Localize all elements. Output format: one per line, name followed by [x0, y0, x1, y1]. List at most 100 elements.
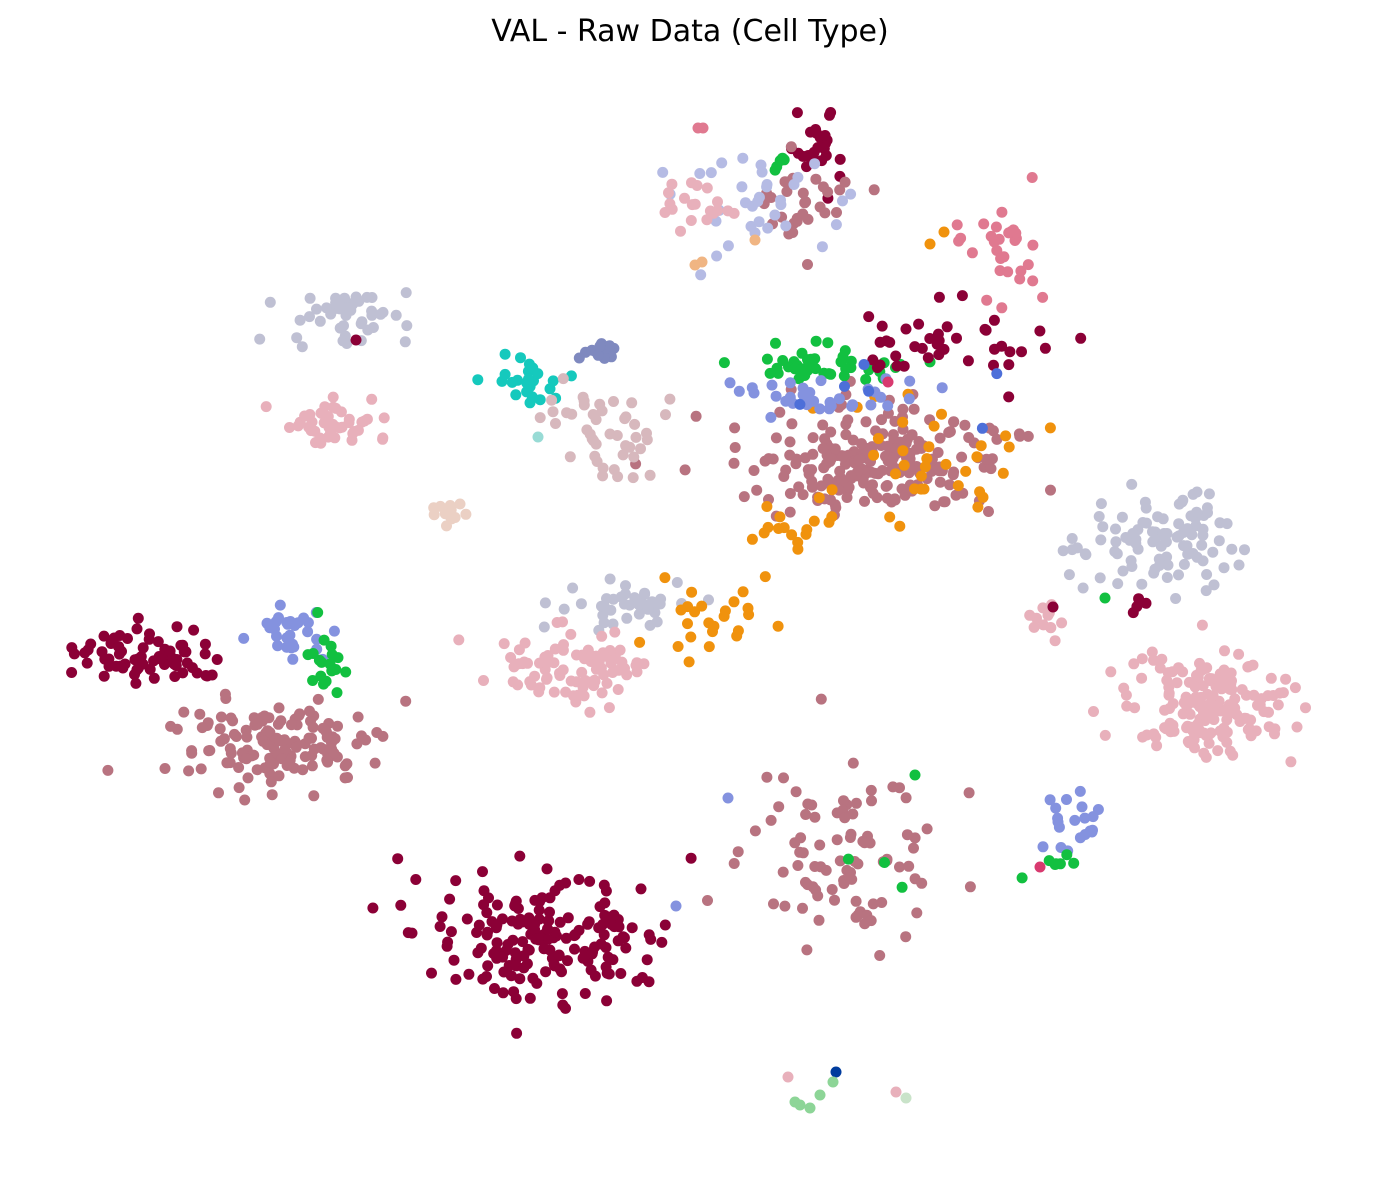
scatter-point — [786, 418, 798, 430]
scatter-point — [841, 492, 853, 503]
scatter-point — [1221, 726, 1233, 738]
scatter-point — [613, 921, 625, 933]
scatter-point — [869, 467, 881, 479]
scatter-point — [327, 391, 339, 403]
scatter-point — [367, 902, 379, 914]
scatter-point — [281, 632, 293, 644]
scatter-point — [825, 494, 836, 506]
scatter-point — [617, 449, 629, 461]
scatter-point — [900, 792, 912, 804]
scatter-point — [1126, 478, 1138, 490]
scatter-point — [506, 376, 518, 388]
scatter-point — [988, 236, 1000, 248]
scatter-point — [806, 799, 818, 811]
scatter-point — [410, 874, 422, 885]
scatter-point — [788, 179, 800, 190]
scatter-point — [1037, 619, 1049, 631]
scatter-point — [350, 291, 362, 303]
scatter-point — [933, 291, 945, 303]
scatter-point — [1208, 579, 1220, 591]
scatter-point — [334, 303, 346, 315]
scatter-point — [916, 342, 928, 354]
scatter-point — [233, 782, 245, 794]
scatter-point — [1016, 872, 1028, 884]
scatter-point — [991, 433, 1003, 445]
scatter-point — [1003, 391, 1015, 403]
scatter-point — [996, 206, 1008, 218]
scatter-point — [252, 718, 264, 730]
scatter-point — [340, 666, 352, 678]
scatter-point — [624, 441, 636, 453]
scatter-point — [347, 428, 359, 439]
scatter-point — [745, 220, 757, 232]
scatter-point — [636, 972, 648, 983]
scatter-point — [1061, 794, 1072, 805]
scatter-point — [273, 735, 285, 747]
scatter-point — [523, 373, 534, 385]
scatter-point — [1191, 506, 1203, 518]
scatter-point — [239, 794, 251, 806]
scatter-point — [339, 772, 351, 784]
scatter-point — [900, 1092, 912, 1104]
scatter-point — [1212, 745, 1224, 757]
scatter-point — [635, 443, 646, 455]
scatter-point — [79, 647, 91, 659]
scatter-point — [626, 397, 638, 409]
scatter-point — [324, 658, 336, 670]
scatter-point — [1200, 585, 1212, 597]
scatter-point — [801, 524, 813, 536]
scatter-point — [395, 899, 407, 911]
scatter-point — [482, 960, 494, 972]
scatter-point — [548, 686, 560, 698]
scatter-point — [797, 902, 808, 914]
scatter-point — [332, 652, 344, 664]
scatter-point — [304, 311, 315, 323]
scatter-point — [879, 857, 890, 868]
scatter-point — [1203, 488, 1215, 500]
scatter-point — [810, 335, 822, 347]
scatter-point — [308, 743, 320, 755]
scatter-point — [554, 916, 566, 928]
scatter-point — [753, 216, 765, 228]
scatter-point — [547, 375, 559, 387]
scatter-point — [825, 426, 837, 438]
scatter-point — [863, 385, 875, 397]
scatter-point — [1178, 558, 1190, 570]
scatter-point — [299, 751, 311, 763]
scatter-point — [810, 173, 822, 185]
scatter-point — [722, 240, 734, 252]
scatter-point — [332, 720, 343, 732]
scatter-point — [701, 182, 713, 194]
scatter-point — [531, 977, 543, 989]
scatter-point — [299, 410, 311, 422]
scatter-point — [934, 476, 946, 488]
scatter-point — [497, 987, 509, 999]
scatter-point — [813, 914, 825, 926]
scatter-point — [985, 463, 997, 475]
scatter-point — [733, 385, 745, 397]
scatter-point — [805, 396, 817, 407]
scatter-point — [265, 757, 277, 768]
scatter-point — [761, 353, 773, 365]
scatter-point — [901, 829, 913, 841]
scatter-point — [784, 449, 796, 461]
scatter-point — [450, 875, 462, 887]
scatter-point — [454, 498, 466, 510]
scatter-point — [481, 929, 493, 941]
scatter-point — [629, 418, 641, 430]
scatter-point — [853, 454, 865, 466]
scatter-point — [799, 452, 811, 464]
scatter-point — [1044, 794, 1056, 806]
scatter-point — [1074, 832, 1086, 844]
scatter-point — [287, 653, 299, 665]
scatter-point — [908, 403, 920, 415]
scatter-point — [1269, 728, 1280, 740]
scatter-point — [631, 657, 643, 669]
scatter-point — [460, 508, 472, 520]
scatter-point — [716, 157, 728, 169]
scatter-point — [998, 251, 1010, 263]
scatter-point — [517, 936, 529, 948]
scatter-point — [1139, 496, 1151, 508]
scatter-point — [1262, 690, 1274, 702]
